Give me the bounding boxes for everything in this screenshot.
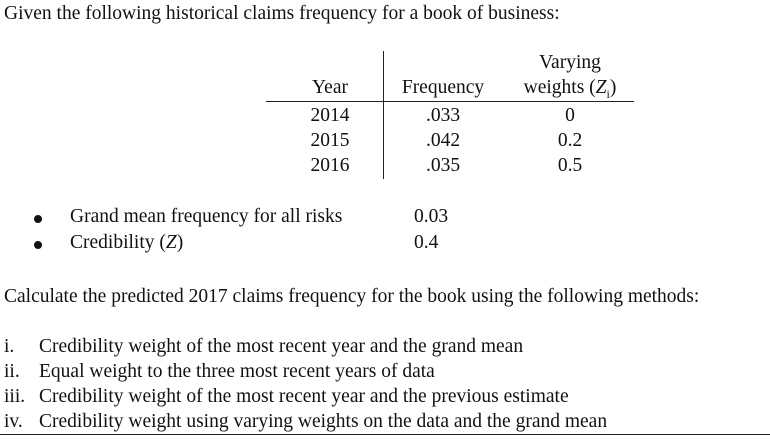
header-weights-line2: weights (Zi) <box>510 77 630 102</box>
bullet-label-grand-mean: Grand mean frequency for all risks <box>70 206 343 227</box>
row-2016-weight: 0.5 <box>557 155 583 176</box>
credibility-prefix: Credibility ( <box>70 232 166 253</box>
header-frequency: Frequency <box>401 77 485 98</box>
intro-text: Given the following historical claims fr… <box>4 3 560 24</box>
row-2015-frequency: .042 <box>425 130 461 151</box>
row-2015-year: 2015 <box>310 130 350 151</box>
credibility-suffix: ) <box>176 232 184 253</box>
instruction-text: Calculate the predicted 2017 claims freq… <box>4 286 700 307</box>
bullet-value-credibility: 0.4 <box>414 232 439 253</box>
method-numeral: iii. <box>4 386 26 407</box>
bullet-value-grand-mean: 0.03 <box>414 206 449 227</box>
methods-bottom-rule <box>0 434 770 435</box>
header-weights-var: Z <box>595 77 607 98</box>
method-text: Equal weight to the three most recent ye… <box>39 361 435 382</box>
method-numeral: i. <box>4 336 15 357</box>
header-weights-prefix: weights ( <box>523 77 596 98</box>
row-2014-frequency: .033 <box>425 105 461 126</box>
table-header-rule <box>266 101 634 102</box>
row-2016-year: 2016 <box>310 155 350 176</box>
bullet-dot <box>34 241 42 249</box>
method-text: Credibility weight of the most recent ye… <box>39 336 524 357</box>
method-numeral: ii. <box>4 361 20 382</box>
header-year: Year <box>312 77 348 98</box>
bullet-label-credibility: Credibility (Z) <box>70 232 183 254</box>
table-vertical-rule <box>383 51 384 179</box>
header-weights-sub: i <box>606 86 610 101</box>
method-numeral: iv. <box>4 411 23 432</box>
row-2014-year: 2014 <box>310 105 350 126</box>
header-weights-suffix: ) <box>609 77 617 98</box>
method-text: Credibility weight of the most recent ye… <box>39 386 569 407</box>
row-2016-frequency: .035 <box>425 155 461 176</box>
credibility-var: Z <box>165 232 177 253</box>
row-2015-weight: 0.2 <box>557 130 583 151</box>
row-2014-weight: 0 <box>565 105 575 126</box>
bullet-dot <box>34 215 42 223</box>
method-text: Credibility weight using varying weights… <box>39 411 608 432</box>
header-weights-line1: Varying <box>539 52 601 73</box>
